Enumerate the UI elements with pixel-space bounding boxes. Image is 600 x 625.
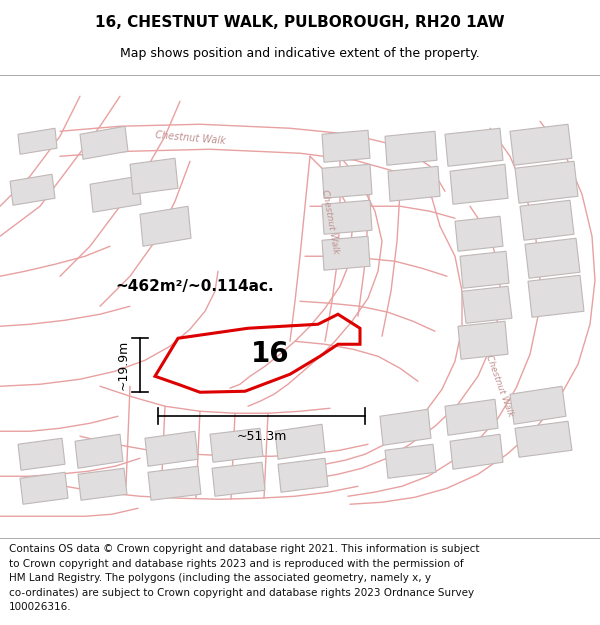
Polygon shape bbox=[510, 386, 566, 424]
Polygon shape bbox=[450, 434, 503, 469]
Polygon shape bbox=[148, 466, 201, 500]
Polygon shape bbox=[130, 158, 178, 194]
Polygon shape bbox=[75, 434, 123, 468]
Polygon shape bbox=[380, 409, 431, 445]
Polygon shape bbox=[520, 200, 574, 240]
Polygon shape bbox=[515, 421, 572, 457]
Polygon shape bbox=[18, 438, 65, 470]
Polygon shape bbox=[445, 128, 503, 166]
Polygon shape bbox=[322, 164, 372, 198]
Polygon shape bbox=[455, 216, 503, 251]
Polygon shape bbox=[80, 126, 128, 159]
Polygon shape bbox=[145, 431, 198, 466]
Polygon shape bbox=[450, 164, 508, 204]
Text: Chestnut Walk: Chestnut Walk bbox=[154, 130, 226, 146]
Polygon shape bbox=[322, 200, 372, 234]
Polygon shape bbox=[388, 166, 440, 201]
Text: 16: 16 bbox=[251, 340, 289, 368]
Polygon shape bbox=[10, 174, 55, 205]
Polygon shape bbox=[210, 428, 263, 462]
Text: Chestnut Walk: Chestnut Walk bbox=[485, 354, 515, 419]
Text: ~462m²/~0.114ac.: ~462m²/~0.114ac. bbox=[115, 279, 274, 294]
Polygon shape bbox=[515, 161, 578, 203]
Polygon shape bbox=[462, 286, 512, 323]
Polygon shape bbox=[445, 399, 498, 435]
Polygon shape bbox=[278, 458, 328, 492]
Polygon shape bbox=[510, 124, 572, 165]
Text: ~19.9m: ~19.9m bbox=[117, 340, 130, 391]
Text: Contains OS data © Crown copyright and database right 2021. This information is : Contains OS data © Crown copyright and d… bbox=[9, 544, 479, 612]
Text: 16, CHESTNUT WALK, PULBOROUGH, RH20 1AW: 16, CHESTNUT WALK, PULBOROUGH, RH20 1AW bbox=[95, 15, 505, 30]
Polygon shape bbox=[525, 238, 580, 278]
Polygon shape bbox=[385, 131, 437, 165]
Polygon shape bbox=[212, 462, 265, 496]
Text: ~51.3m: ~51.3m bbox=[236, 430, 287, 443]
Polygon shape bbox=[460, 251, 509, 288]
Polygon shape bbox=[275, 424, 325, 459]
Polygon shape bbox=[78, 468, 127, 500]
Text: Map shows position and indicative extent of the property.: Map shows position and indicative extent… bbox=[120, 48, 480, 61]
Polygon shape bbox=[18, 128, 57, 154]
Text: Chestnut Walk: Chestnut Walk bbox=[320, 188, 340, 254]
Polygon shape bbox=[90, 176, 141, 212]
Polygon shape bbox=[322, 130, 370, 162]
Polygon shape bbox=[140, 206, 191, 246]
Polygon shape bbox=[528, 275, 584, 318]
Polygon shape bbox=[322, 236, 370, 270]
Polygon shape bbox=[458, 321, 508, 359]
Polygon shape bbox=[20, 472, 68, 504]
Polygon shape bbox=[385, 444, 436, 478]
